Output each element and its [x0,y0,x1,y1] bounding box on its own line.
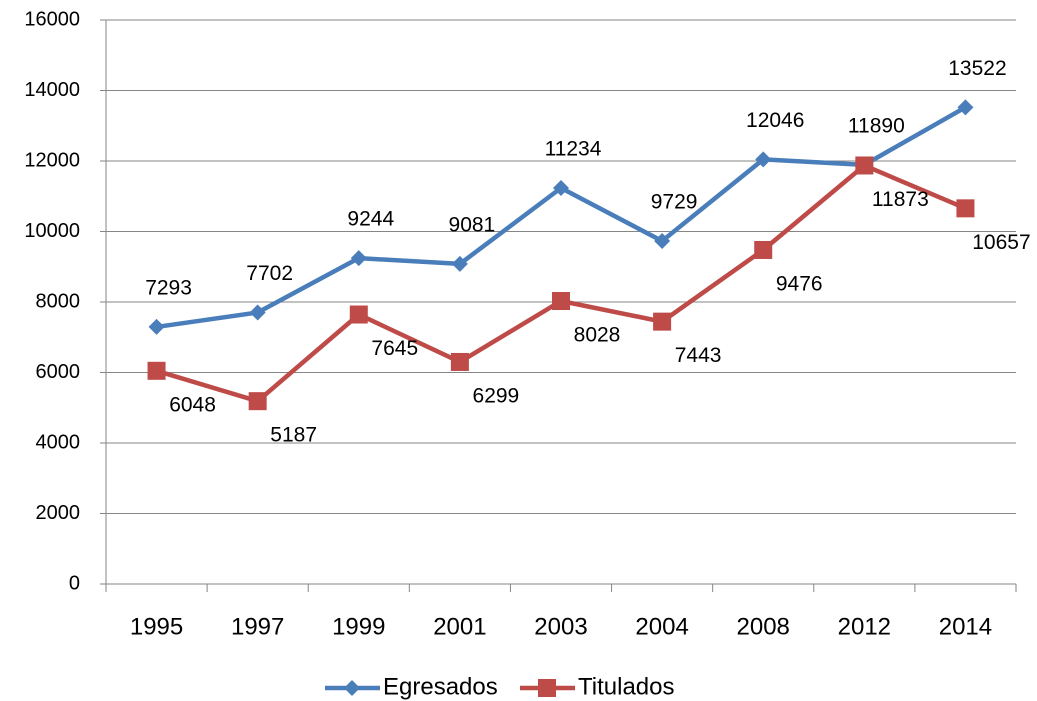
data-point [956,199,975,218]
y-tick-label: 0 [69,572,80,594]
x-tick-label: 2003 [534,613,587,640]
x-tick-label: 1995 [130,613,183,640]
data-label: 13522 [948,57,1006,80]
legend-label: Titulados [578,673,675,700]
x-tick-label: 2004 [635,613,688,640]
y-tick-label: 16000 [24,8,80,30]
x-tick-label: 2014 [939,613,992,640]
y-tick-label: 4000 [36,431,81,453]
data-label: 11234 [545,138,602,161]
data-label: 8028 [574,324,621,347]
data-point [248,392,267,411]
data-label: 9729 [651,191,698,214]
y-tick-label: 10000 [24,220,80,242]
data-label: 7293 [145,276,192,299]
data-point [249,304,266,321]
x-tick-label: 2008 [737,613,790,640]
data-point [855,156,874,175]
data-label: 12046 [746,109,804,132]
y-tick-label: 12000 [24,149,80,171]
data-label: 6048 [169,393,216,416]
data-point [148,318,165,335]
data-label: 7443 [675,344,722,367]
legend-marker [538,679,556,697]
y-tick-label: 2000 [36,502,81,524]
data-label: 9244 [347,208,394,231]
legend-label: Egresados [383,673,498,700]
data-label: 5187 [270,424,317,447]
data-label: 11890 [848,114,905,137]
data-point [450,352,469,371]
x-tick-label: 1997 [231,613,284,640]
data-point [451,255,468,272]
data-label: 9081 [449,213,496,236]
data-point [349,305,368,324]
data-label: 7645 [371,337,418,360]
data-point [350,250,367,267]
x-tick-label: 1999 [332,613,385,640]
data-point [755,151,772,168]
y-tick-label: 8000 [36,290,81,312]
data-label: 10657 [972,231,1030,254]
x-tick-label: 2001 [433,613,486,640]
data-label: 9476 [776,273,823,296]
data-point [147,361,166,380]
y-tick-label: 14000 [24,79,80,101]
data-point [957,99,974,116]
legend-marker [344,680,360,696]
data-point [552,292,570,311]
data-point [754,240,773,259]
data-point [553,180,569,197]
x-tick-label: 2012 [838,613,891,640]
data-point [653,312,672,331]
data-label: 6299 [473,385,520,408]
data-label: 11873 [872,188,929,211]
data-point [654,233,671,250]
y-tick-label: 6000 [36,361,81,383]
data-label: 7702 [246,262,293,285]
